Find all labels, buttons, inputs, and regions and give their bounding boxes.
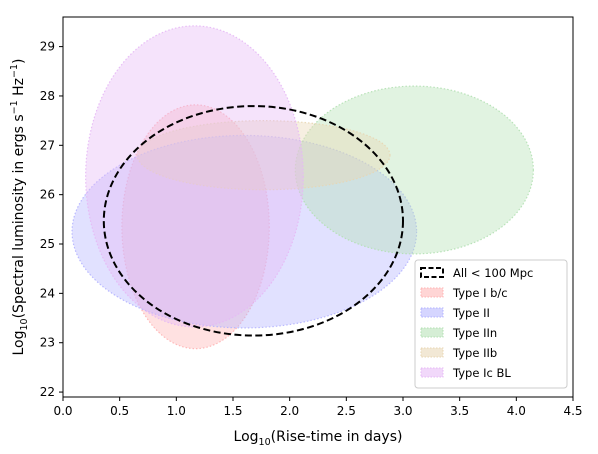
legend-box [414, 259, 568, 389]
legend: All < 100 Mpc Type I b/c Type II Type IIn Ty… [414, 259, 568, 389]
legend-label-type-iin: Type IIn [452, 326, 497, 340]
legend-swatch-type-iib [420, 347, 444, 358]
ellipse-type-i-b-c [121, 104, 270, 350]
ellipse-type-ii [71, 134, 418, 329]
y-tick-label: 29 [40, 40, 55, 54]
x-tick-label: 0.0 [53, 404, 72, 418]
x-axis-label: Log10(Rise-time in days) [234, 429, 403, 448]
x-tick-label: 2.5 [337, 404, 356, 418]
y-axis-ticks: 22 23 24 25 26 27 28 29 [40, 40, 63, 399]
y-tick-label: 22 [40, 385, 55, 399]
x-axis-ticks: 0.0 0.5 1.0 1.5 2.0 2.5 3.0 3.5 4.0 4.5 [53, 397, 583, 418]
x-tick-label: 1.5 [223, 404, 242, 418]
x-tick-label: 2.0 [280, 404, 299, 418]
x-tick-label: 4.5 [563, 404, 582, 418]
legend-label-type-i-b-c: Type I b/c [452, 286, 508, 300]
y-tick-label: 23 [40, 336, 55, 350]
legend-swatch-type-iin [420, 327, 444, 338]
x-tick-label: 3.0 [393, 404, 412, 418]
legend-label-type-ii: Type II [452, 306, 490, 320]
legend-swatch-type-i-b-c [420, 287, 444, 298]
x-tick-label: 0.5 [110, 404, 129, 418]
legend-label-all-100-mpc: All < 100 Mpc [453, 266, 533, 280]
y-axis-label: Log10(Spectral luminosity in ergs s−1 Hz… [9, 58, 30, 355]
legend-label-type-ic-bl: Type Ic BL [452, 366, 511, 380]
y-tick-label: 27 [40, 138, 55, 152]
x-tick-label: 1.0 [167, 404, 186, 418]
x-tick-label: 4.0 [507, 404, 526, 418]
y-tick-label: 24 [40, 286, 55, 300]
legend-label-type-iib: Type IIb [452, 346, 497, 360]
y-tick-label: 26 [40, 188, 55, 202]
legend-swatch-type-ic-bl [420, 367, 444, 378]
ellipse-type-iin [294, 85, 534, 255]
x-tick-label: 3.5 [450, 404, 469, 418]
ellipse-type-ic-bl [85, 25, 304, 328]
y-tick-label: 28 [40, 89, 55, 103]
ellipse-type-iib [136, 120, 391, 191]
ellipse-all-100-mpc [102, 105, 404, 337]
legend-swatch-type-ii [420, 307, 444, 318]
plot-frame [62, 16, 574, 398]
ellipse-layer [71, 25, 534, 350]
legend-swatch-all-100-mpc [420, 267, 444, 278]
y-tick-label: 25 [40, 237, 55, 251]
